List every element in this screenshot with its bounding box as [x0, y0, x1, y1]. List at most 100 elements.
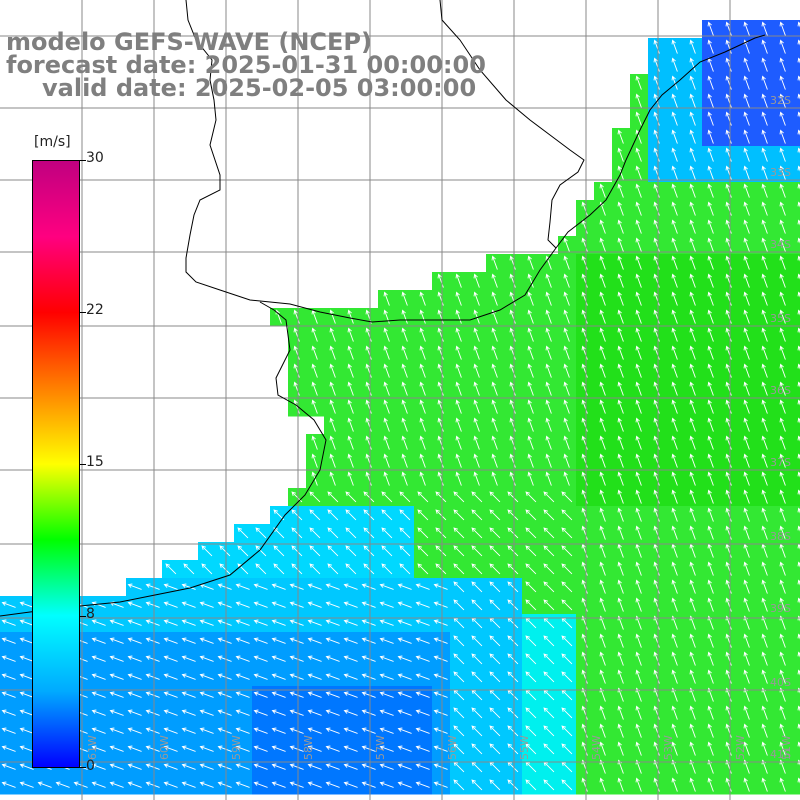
- wind-arrow: [797, 453, 800, 460]
- wind-arrow: [725, 201, 732, 216]
- wind-arrow: [163, 745, 178, 752]
- wind-arrow: [271, 691, 286, 698]
- wind-arrow: [617, 255, 624, 270]
- wind-cell: [792, 560, 800, 579]
- wind-arrow: [779, 39, 786, 54]
- wind-arrow: [599, 345, 606, 360]
- wind-arrow: [235, 619, 250, 626]
- wind-arrow: [525, 635, 537, 647]
- wind-arrow: [347, 345, 354, 360]
- wind-arrow: [433, 655, 448, 662]
- wind-arrow: [761, 291, 768, 306]
- wind-arrow: [401, 381, 408, 396]
- colorbar: [32, 160, 80, 768]
- wind-arrow: [489, 527, 501, 539]
- colorbar-tickmark: [80, 767, 86, 768]
- wind-cell: [792, 776, 800, 795]
- wind-cell: [792, 452, 800, 471]
- wind-arrow: [327, 563, 339, 575]
- wind-cell: [792, 56, 800, 75]
- wind-arrow: [635, 777, 642, 792]
- wind-arrow: [635, 723, 642, 738]
- wind-arrow: [253, 601, 268, 608]
- latitude-label: 34S: [770, 238, 791, 251]
- colorbar-unit: [m/s]: [34, 134, 71, 150]
- wind-arrow: [293, 345, 300, 360]
- wind-arrow: [581, 723, 588, 738]
- wind-arrow: [1, 745, 16, 752]
- wind-arrow: [797, 759, 800, 766]
- wind-arrow: [761, 201, 768, 216]
- wind-cell: [792, 326, 800, 345]
- wind-arrow: [437, 309, 444, 324]
- wind-cell: [792, 722, 800, 741]
- wind-cell: [792, 416, 800, 435]
- wind-arrow: [635, 93, 642, 108]
- wind-arrow: [743, 579, 750, 594]
- wind-cell: [792, 128, 800, 147]
- wind-arrow: [599, 507, 606, 522]
- wind-arrow: [635, 471, 642, 486]
- wind-arrow: [635, 705, 642, 720]
- wind-arrow: [273, 527, 285, 539]
- wind-arrow: [545, 345, 552, 360]
- wind-arrow: [361, 583, 376, 590]
- wind-arrow: [617, 129, 624, 144]
- longitude-label: 58W: [302, 735, 315, 760]
- wind-arrow: [491, 453, 498, 468]
- colorbar-tickmark: [80, 160, 86, 161]
- wind-arrow: [361, 709, 376, 716]
- wind-arrow: [1, 637, 16, 644]
- wind-arrow: [635, 255, 642, 270]
- wind-arrow: [761, 651, 768, 666]
- wind-arrow: [707, 39, 714, 54]
- wind-arrow: [307, 673, 322, 680]
- wind-arrow: [473, 471, 480, 486]
- wind-arrow: [689, 579, 696, 594]
- wind-arrow: [507, 725, 519, 737]
- wind-arrow: [383, 381, 390, 396]
- wind-arrow: [379, 655, 394, 662]
- wind-arrow: [671, 705, 678, 720]
- wind-arrow: [689, 201, 696, 216]
- wind-arrow: [617, 435, 624, 450]
- wind-arrow: [289, 655, 304, 662]
- latitude-label: 32S: [770, 94, 791, 107]
- wind-arrow: [109, 745, 124, 752]
- wind-arrow: [617, 471, 624, 486]
- wind-arrow: [617, 723, 624, 738]
- wind-arrow: [689, 327, 696, 342]
- wind-arrow: [689, 669, 696, 684]
- wind-arrow: [671, 399, 678, 414]
- wind-arrow: [473, 291, 480, 306]
- wind-arrow: [617, 705, 624, 720]
- wind-arrow: [653, 219, 660, 234]
- wind-arrow: [797, 669, 800, 676]
- wind-arrow: [289, 781, 304, 788]
- wind-arrow: [453, 599, 465, 611]
- wind-arrow: [635, 111, 642, 126]
- wind-cell: [792, 470, 800, 489]
- wind-arrow: [527, 327, 534, 342]
- wind-arrow: [181, 709, 196, 716]
- wind-arrow: [145, 673, 160, 680]
- wind-arrow: [635, 399, 642, 414]
- wind-arrow: [581, 417, 588, 432]
- wind-arrow: [797, 363, 800, 370]
- wind-arrow: [455, 453, 462, 468]
- wind-arrow: [779, 201, 786, 216]
- wind-cell: [792, 200, 800, 219]
- wind-arrow: [581, 525, 588, 540]
- wind-arrow: [671, 327, 678, 342]
- wind-arrow: [217, 637, 232, 644]
- wind-arrow: [617, 381, 624, 396]
- wind-arrow: [543, 725, 555, 737]
- wind-arrow: [383, 453, 390, 468]
- wind-arrow: [761, 741, 768, 756]
- wind-cell: [792, 110, 800, 129]
- wind-arrow: [743, 75, 750, 90]
- wind-arrow: [653, 165, 660, 180]
- wind-arrow: [617, 741, 624, 756]
- wind-arrow: [761, 255, 768, 270]
- wind-arrow: [271, 655, 286, 662]
